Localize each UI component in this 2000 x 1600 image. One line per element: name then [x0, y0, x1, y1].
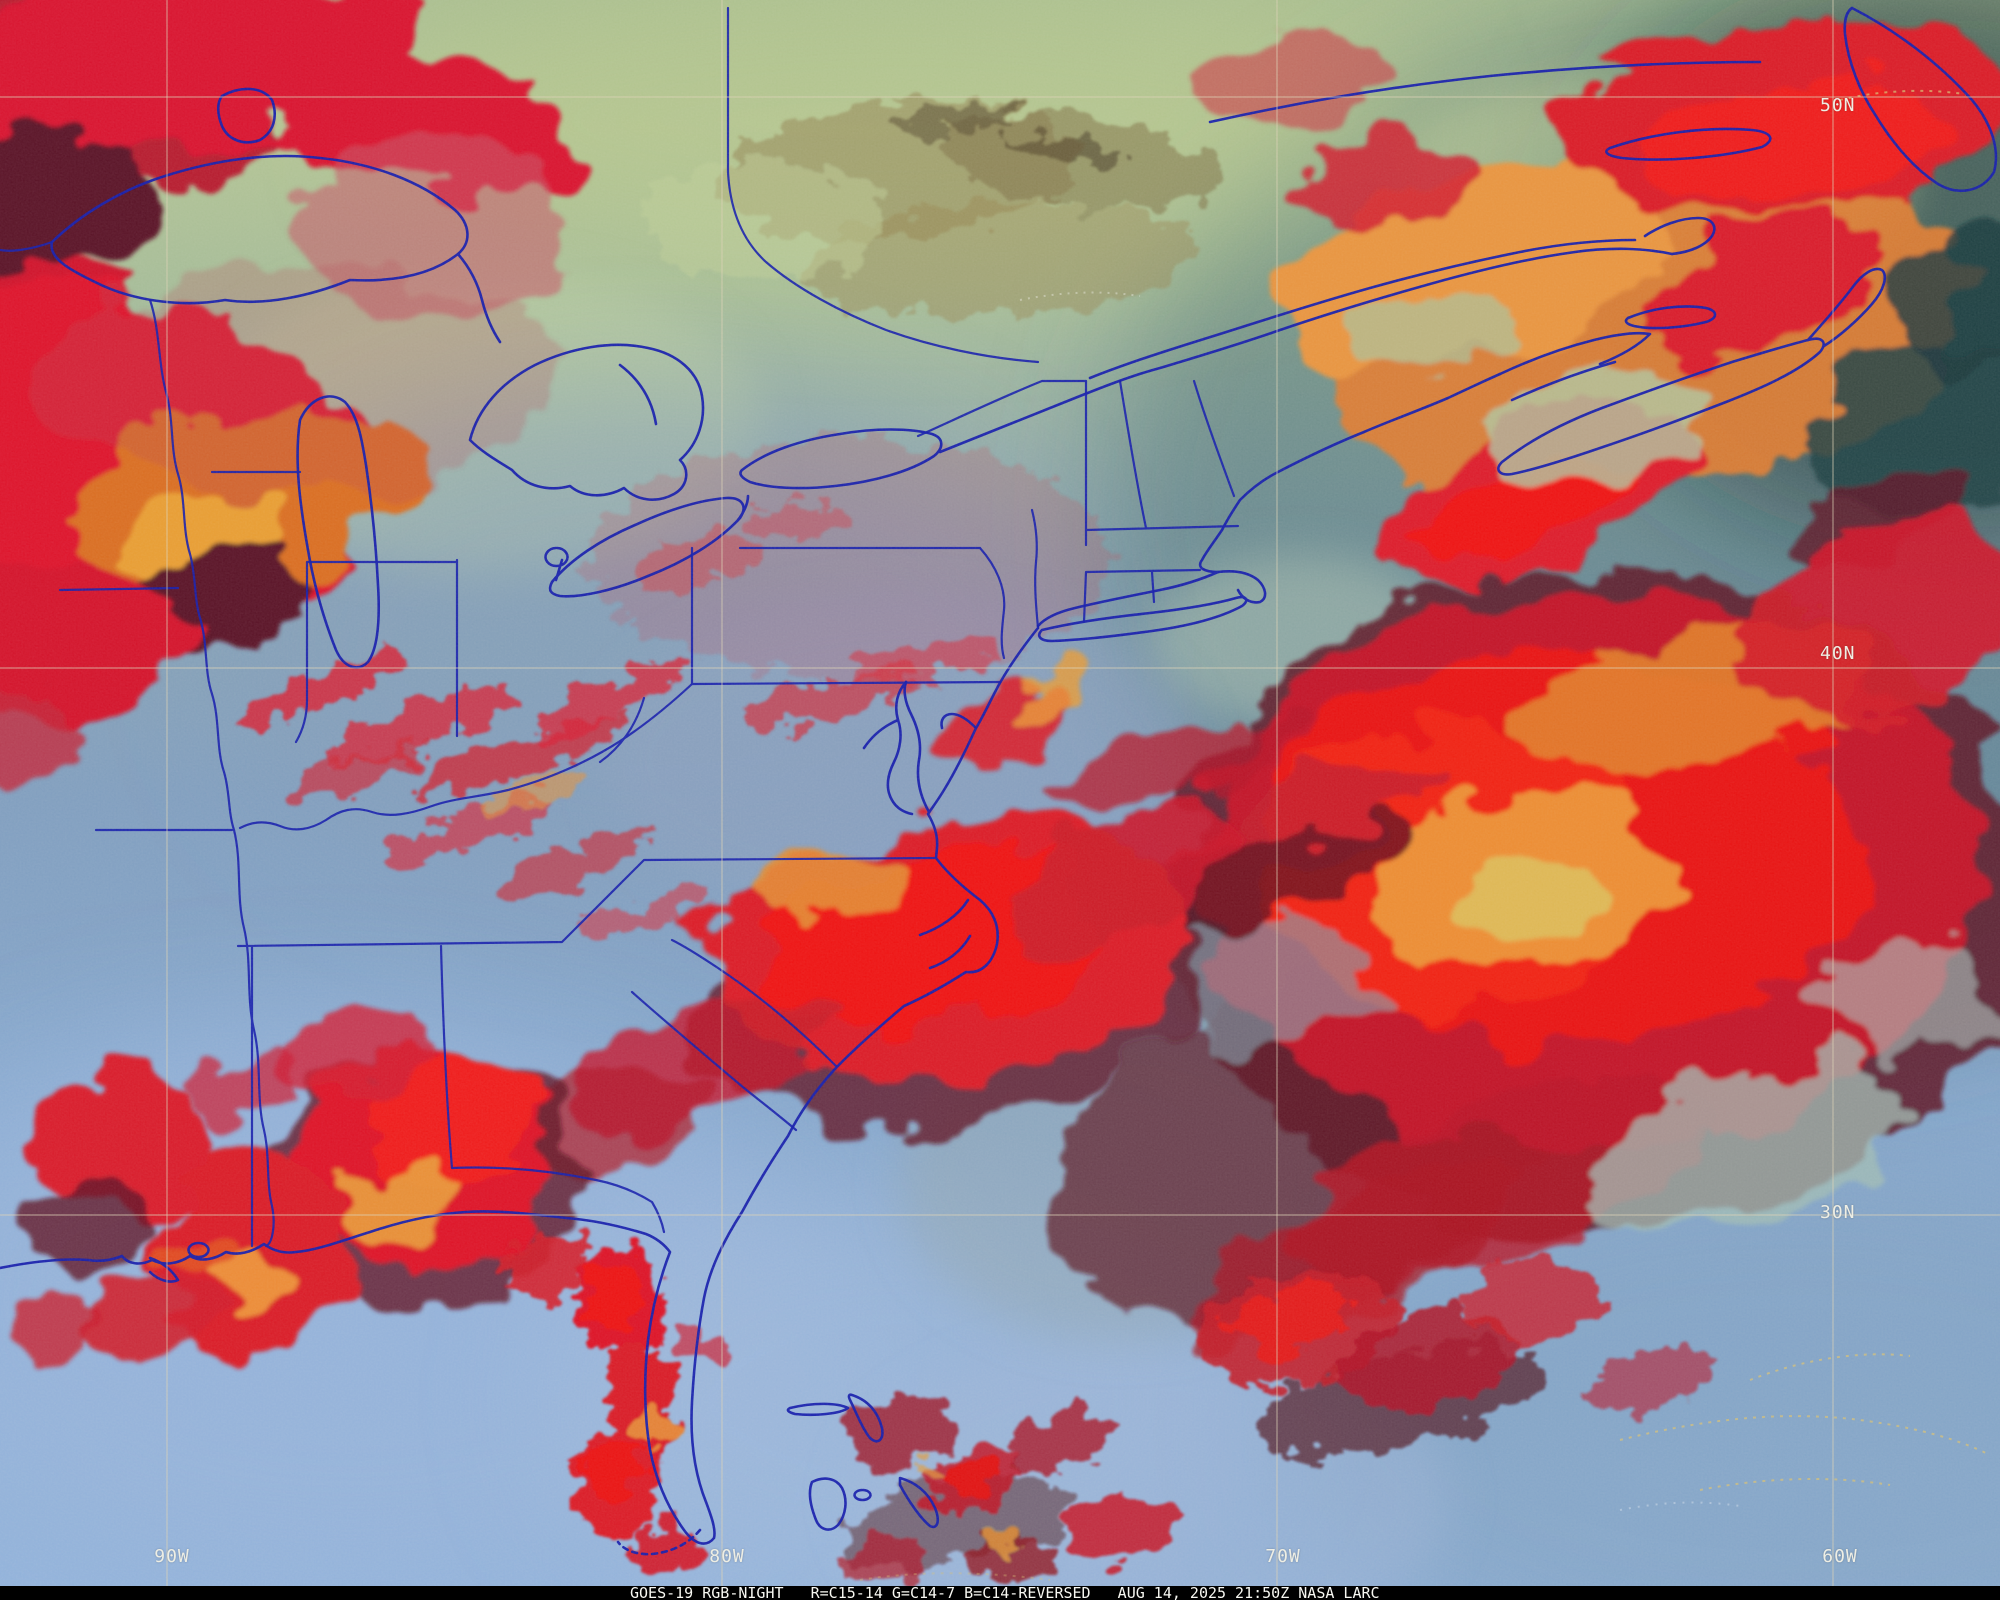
caption-bar-bg	[0, 1586, 2000, 1600]
lon-label-80w: 80W	[709, 1546, 745, 1567]
lat-label-50n: 50N	[1820, 95, 1856, 116]
lon-label-70w: 70W	[1265, 1546, 1301, 1567]
lat-label-40n: 40N	[1820, 643, 1856, 664]
lon-label-90w: 90W	[154, 1546, 190, 1567]
lon-label-60w: 60W	[1822, 1546, 1858, 1567]
caption-text: GOES-19 RGB-NIGHT R=C15-14 G=C14-7 B=C14…	[630, 1584, 1380, 1600]
lat-label-30n: 30N	[1820, 1202, 1856, 1223]
